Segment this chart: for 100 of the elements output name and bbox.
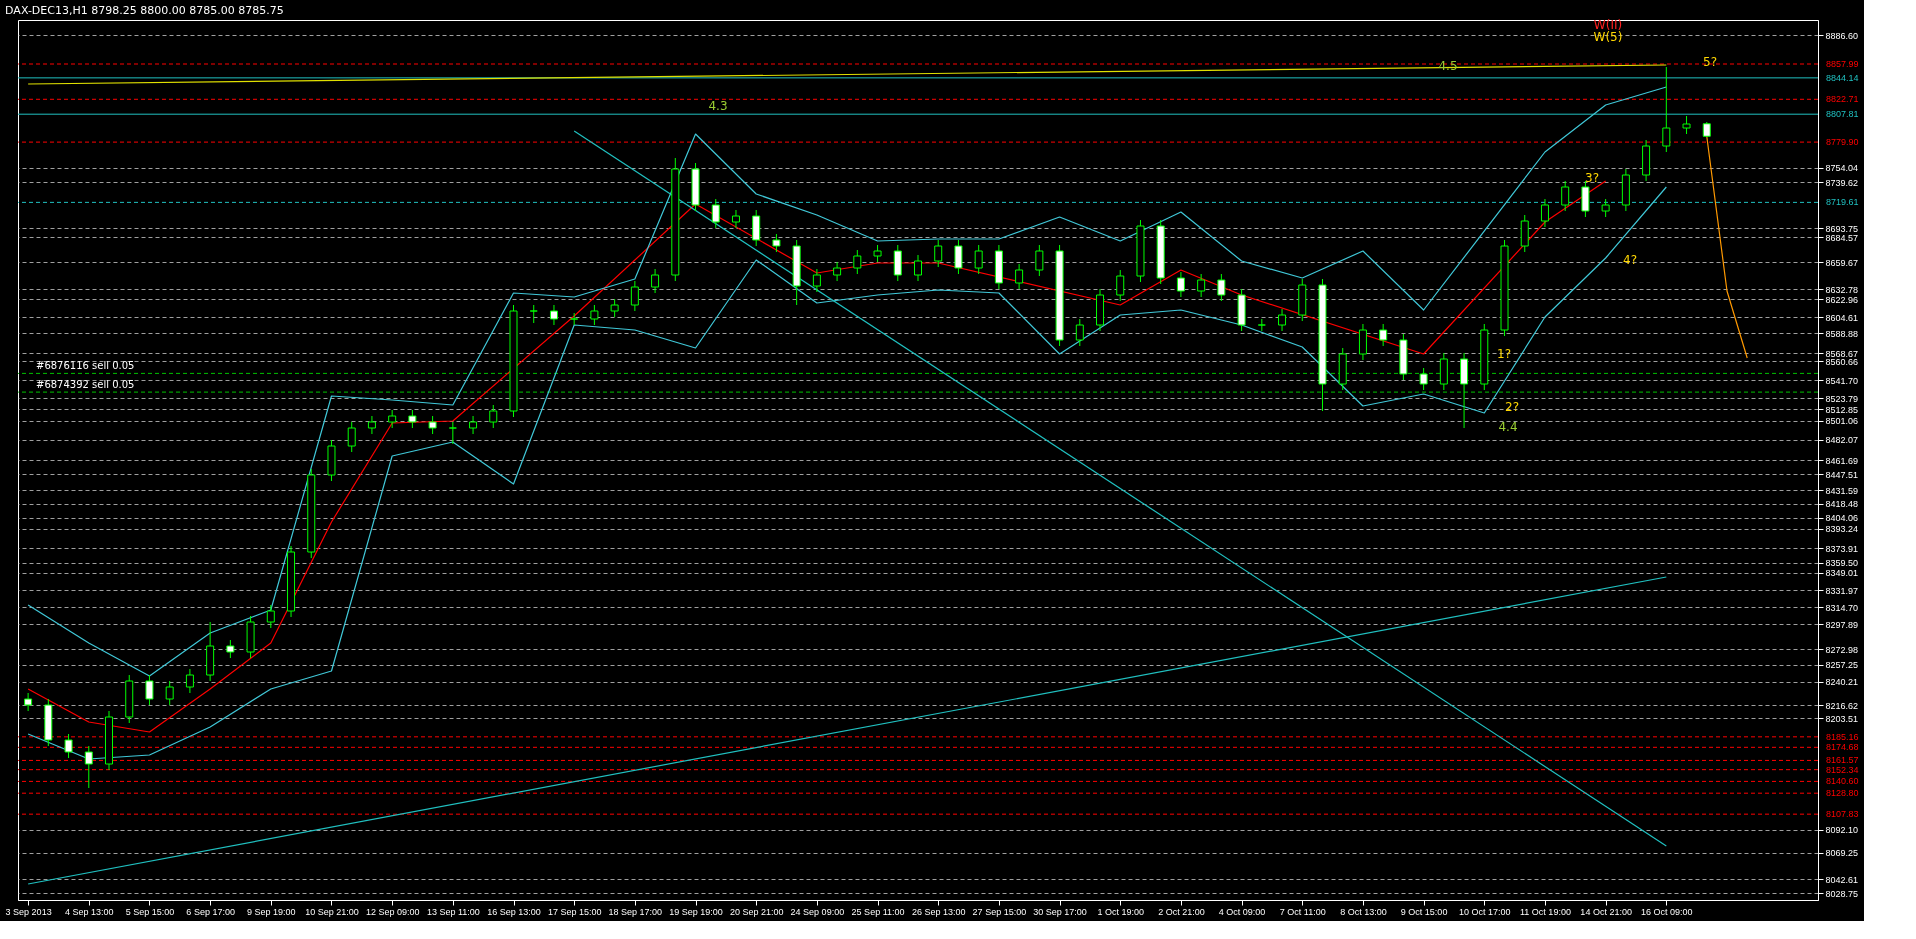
candlestick — [448, 421, 457, 445]
annotation: 1? — [1496, 347, 1512, 361]
x-tick-label: 4 Oct 09:00 — [1218, 906, 1266, 917]
y-tick-label: 8604.61 — [1825, 312, 1859, 323]
candlestick — [954, 239, 963, 275]
y-tick-label: 8523.79 — [1825, 393, 1859, 404]
annotation: 4? — [1622, 253, 1638, 267]
y-tick-label: 8501.06 — [1825, 416, 1859, 427]
ref-line-label: 8128.80 — [1826, 788, 1859, 799]
annotation: W(5) — [1593, 30, 1623, 44]
y-tick-label: 8568.67 — [1825, 348, 1859, 359]
candlestick — [974, 244, 983, 275]
candlestick — [711, 198, 720, 229]
candlestick — [145, 674, 154, 706]
x-tick-label: 18 Sep 17:00 — [608, 906, 663, 917]
x-tick-label: 6 Sep 17:00 — [186, 906, 235, 917]
y-tick-label: 8314.70 — [1825, 602, 1859, 613]
candlestick — [24, 692, 33, 712]
y-tick-label: 8512.85 — [1825, 404, 1859, 415]
y-tick-label: 8393.24 — [1825, 524, 1859, 535]
x-tick-label: 26 Sep 13:00 — [911, 906, 966, 917]
ref-line-label: 8844.14 — [1826, 72, 1859, 83]
candlestick — [1561, 180, 1570, 212]
annotation: W(II) — [1593, 18, 1623, 32]
candlestick — [1278, 308, 1287, 332]
ref-line-label: 8174.68 — [1826, 742, 1859, 753]
line-series — [27, 86, 1667, 677]
ref-line-label: 8779.90 — [1826, 137, 1859, 148]
x-tick-label: 4 Sep 13:00 — [65, 906, 114, 917]
y-tick-label: 8216.62 — [1825, 700, 1859, 711]
candlestick — [651, 268, 660, 294]
y-tick-label: 8028.75 — [1825, 888, 1859, 899]
y-tick-label: 8447.51 — [1825, 469, 1859, 480]
candlestick — [1116, 269, 1125, 302]
x-tick-label: 10 Sep 21:00 — [305, 906, 359, 917]
ref-line-label: 8107.83 — [1826, 809, 1859, 820]
x-tick-label: 14 Oct 21:00 — [1580, 906, 1632, 917]
chart-title: DAX-DEC13,H1 8798.25 8800.00 8785.00 8785.75 — [5, 4, 284, 17]
candlestick — [165, 680, 174, 706]
ref-line-label: 8857.99 — [1826, 59, 1859, 70]
candlestick — [347, 421, 356, 453]
x-tick-label: 12 Sep 09:00 — [365, 906, 420, 917]
candlestick — [1075, 318, 1084, 347]
y-tick-label: 8684.57 — [1825, 232, 1859, 243]
y-tick-label: 8754.04 — [1825, 163, 1859, 174]
candlestick — [469, 415, 478, 435]
candlestick — [934, 239, 943, 268]
x-tick-label: 2 Oct 21:00 — [1158, 906, 1205, 917]
candlestick — [489, 404, 498, 429]
candlestick — [1176, 271, 1185, 298]
y-tick-label: 8659.67 — [1825, 257, 1859, 268]
y-tick-label: 8359.50 — [1825, 558, 1859, 568]
y-tick-label: 8588.88 — [1825, 328, 1859, 339]
x-tick-label: 30 Sep 17:00 — [1033, 906, 1087, 917]
y-tick-label: 8272.98 — [1825, 644, 1859, 655]
x-tick-label: 13 Sep 11:00 — [426, 906, 480, 917]
annotation: 2? — [1504, 400, 1520, 414]
candlestick — [1358, 323, 1367, 361]
y-tick-label: 8482.07 — [1825, 435, 1859, 446]
x-tick-label: 16 Sep 13:00 — [487, 906, 541, 917]
annotation: 5? — [1702, 55, 1718, 69]
candlestick — [1197, 273, 1206, 298]
y-tick-label: 8349.01 — [1825, 568, 1859, 579]
candlestick — [1662, 66, 1671, 153]
x-tick-label: 27 Sep 15:00 — [972, 906, 1027, 917]
y-tick-label: 8331.97 — [1825, 585, 1859, 596]
y-tick-label: 8257.25 — [1825, 660, 1859, 671]
candlestick — [185, 668, 194, 694]
y-tick-label: 8541.70 — [1825, 375, 1859, 386]
candlestick — [731, 209, 740, 229]
ref-line-label: 8152.34 — [1826, 764, 1859, 775]
annotation: 4.3 — [708, 99, 728, 113]
y-tick-label: 8240.21 — [1825, 677, 1859, 688]
x-tick-label: 17 Sep 15:00 — [547, 906, 602, 917]
x-tick-label: 25 Sep 11:00 — [851, 906, 905, 917]
y-tick-label: 8404.06 — [1825, 513, 1859, 524]
x-tick-label: 5 Sep 15:00 — [125, 906, 175, 917]
y-tick-label: 8418.48 — [1825, 499, 1859, 510]
candlestick — [853, 249, 862, 275]
x-tick-label: 3 Sep 2013 — [5, 906, 52, 917]
candlestick — [1035, 244, 1044, 277]
candlestick — [833, 261, 842, 282]
annotation: 4.4 — [1498, 420, 1518, 434]
ref-line-label: 8161.57 — [1826, 755, 1859, 766]
ref-line-label: 8807.81 — [1826, 109, 1859, 120]
x-tick-label: 19 Sep 19:00 — [669, 906, 723, 917]
candlestick — [367, 415, 376, 435]
y-tick-label: 8042.61 — [1825, 874, 1859, 885]
y-tick-label: 8297.89 — [1825, 619, 1859, 630]
ref-line-label: 8822.71 — [1826, 94, 1859, 105]
candlestick — [914, 254, 922, 282]
candlestick — [1015, 263, 1024, 290]
x-tick-label: 8 Oct 13:00 — [1340, 906, 1387, 917]
y-tick-label: 8693.75 — [1825, 223, 1859, 234]
x-tick-label: 11 Oct 19:00 — [1520, 906, 1571, 917]
candlestick — [1540, 198, 1549, 228]
x-tick-label: 9 Sep 19:00 — [247, 906, 296, 917]
y-tick-label: 8069.25 — [1825, 848, 1859, 859]
candlestick — [1217, 273, 1226, 302]
x-tick-label: 1 Oct 19:00 — [1097, 906, 1145, 917]
